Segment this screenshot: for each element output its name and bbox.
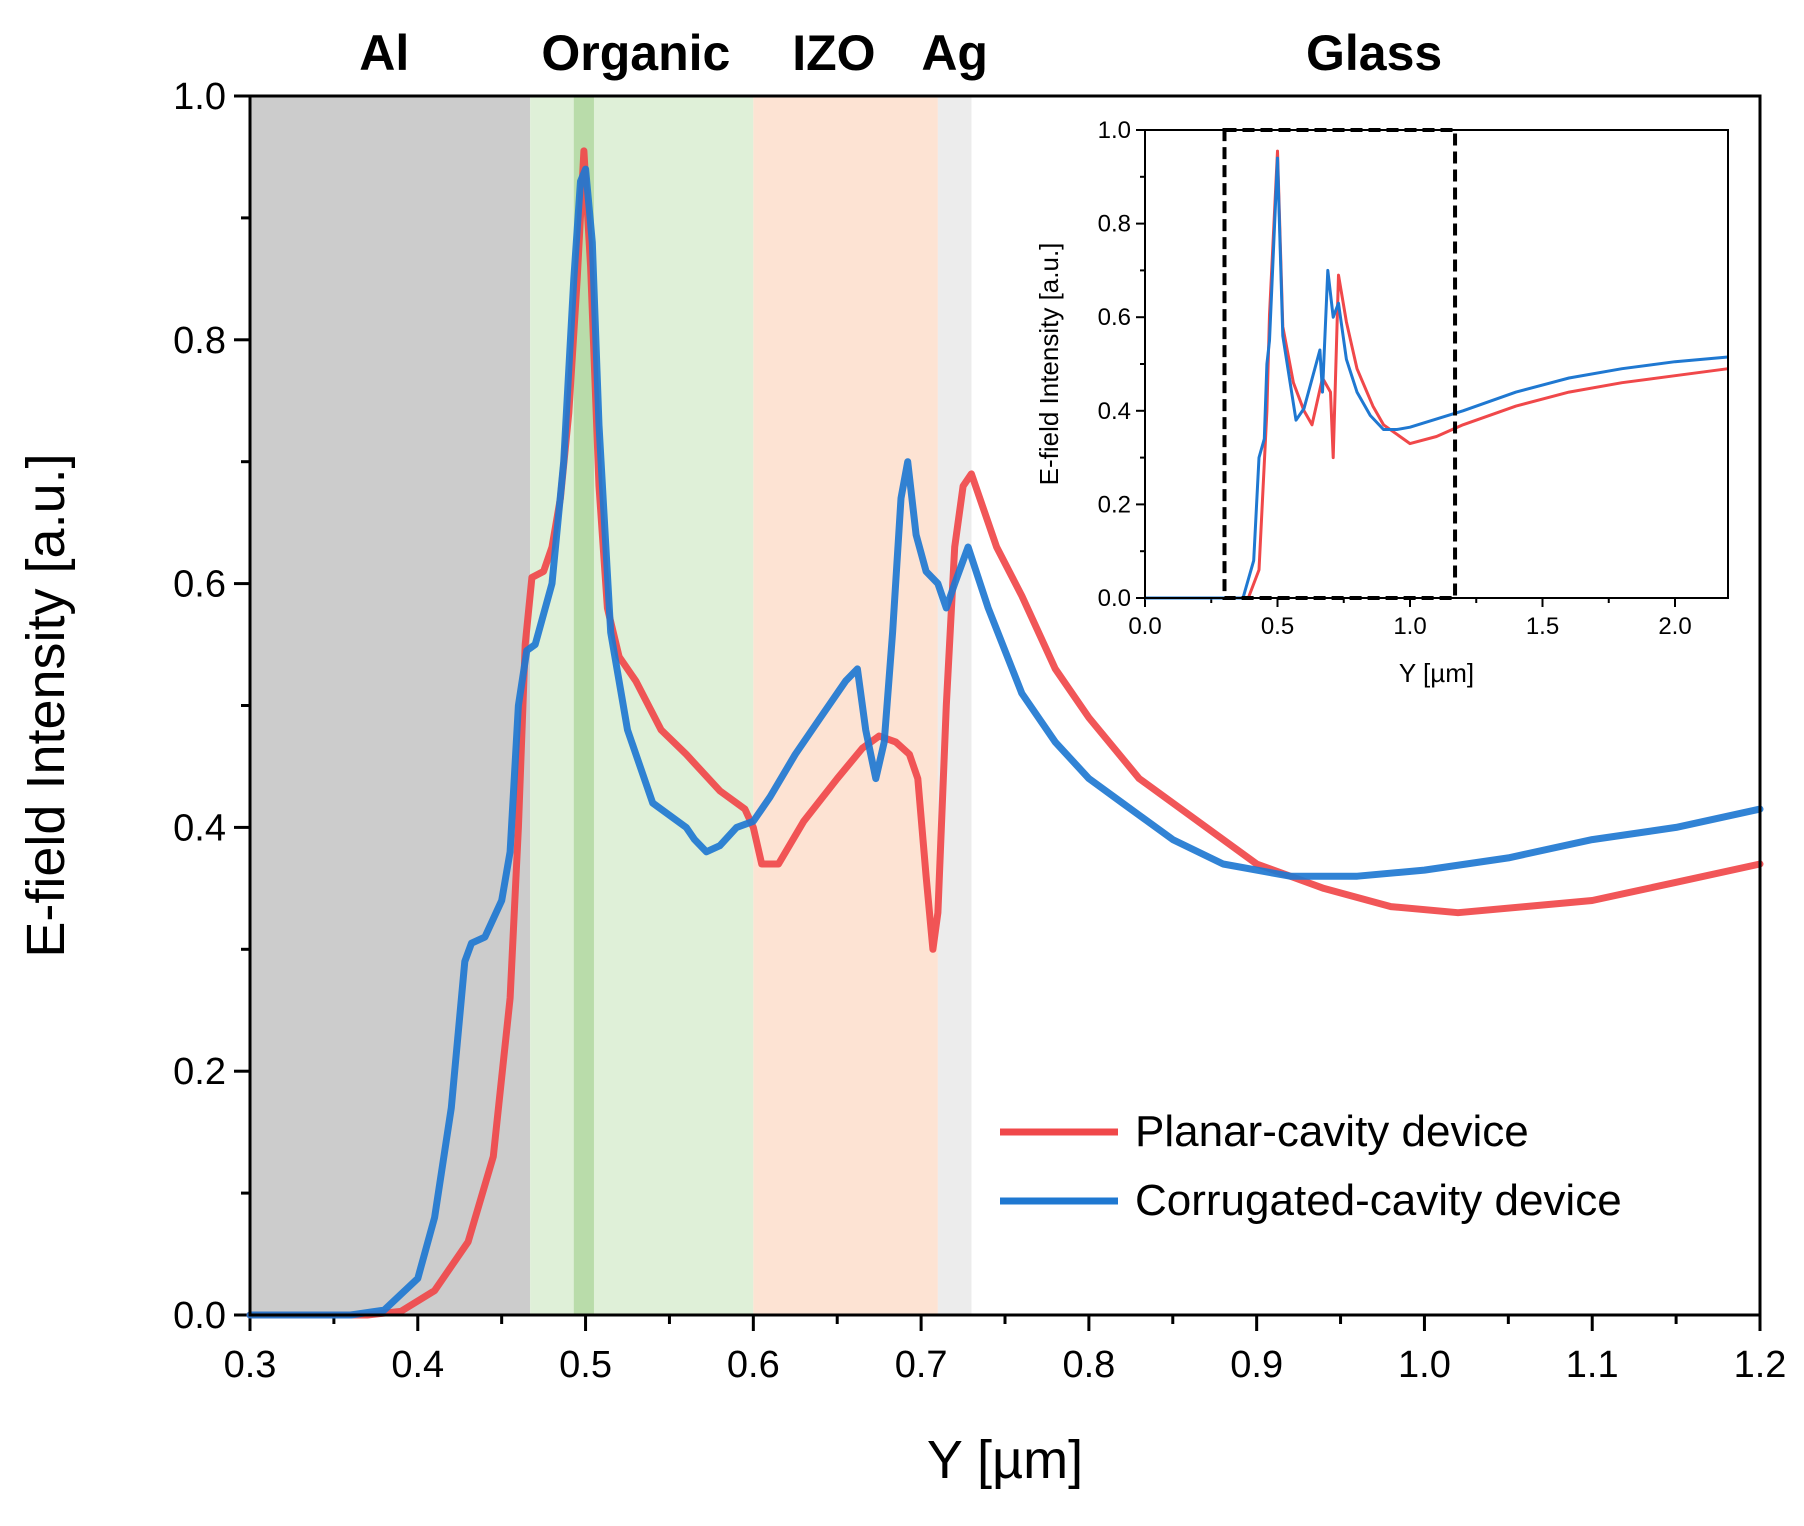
region-band-al bbox=[250, 96, 531, 1315]
inset-x-tick-label: 1.5 bbox=[1526, 613, 1559, 640]
region-label-organic: Organic bbox=[541, 25, 730, 81]
x-tick-label: 0.6 bbox=[727, 1344, 780, 1386]
y-tick-label: 0.6 bbox=[173, 564, 226, 606]
region-band-izo bbox=[753, 96, 938, 1315]
x-tick-label: 1.1 bbox=[1566, 1344, 1619, 1386]
inset-x-tick-label: 0.0 bbox=[1128, 613, 1161, 640]
series-line-planar-cavity bbox=[246, 147, 1764, 1319]
inset-y-tick-label: 1.0 bbox=[1098, 117, 1131, 144]
inset-x-tick-label: 0.5 bbox=[1261, 613, 1294, 640]
region-band-emission-zone bbox=[573, 96, 594, 1315]
x-tick-label: 0.3 bbox=[224, 1344, 277, 1386]
x-tick-label: 0.4 bbox=[391, 1344, 444, 1386]
plot-frame bbox=[248, 94, 1762, 1317]
inset-x-axis-title: Y [µm] bbox=[1399, 658, 1474, 688]
x-tick-label: 0.7 bbox=[895, 1344, 948, 1386]
region-label-izo: IZO bbox=[792, 25, 875, 81]
inset-x-tick-label: 2.0 bbox=[1658, 613, 1691, 640]
series-line-corrugated-cavity bbox=[246, 165, 1764, 1319]
inset-y-tick-label: 0.4 bbox=[1098, 398, 1131, 425]
legend-label-planar: Planar-cavity device bbox=[1135, 1107, 1529, 1156]
x-axis-title: Y [µm] bbox=[927, 1430, 1083, 1490]
x-tick-label: 1.2 bbox=[1734, 1344, 1787, 1386]
region-label-al: Al bbox=[359, 25, 409, 81]
inset-y-axis-title: E-field Intensity [a.u.] bbox=[1034, 243, 1064, 486]
x-tick-label: 1.0 bbox=[1398, 1344, 1451, 1386]
inset-y-tick-label: 0.0 bbox=[1098, 585, 1131, 612]
region-band-organic bbox=[530, 96, 754, 1315]
region-label-ag: Ag bbox=[921, 25, 988, 81]
x-tick-label: 0.8 bbox=[1062, 1344, 1115, 1386]
legend-label-corrugated: Corrugated-cavity device bbox=[1135, 1176, 1622, 1225]
inset-y-tick-label: 0.6 bbox=[1098, 304, 1131, 331]
region-label-glass: Glass bbox=[1306, 25, 1442, 81]
x-tick-label: 0.5 bbox=[559, 1344, 612, 1386]
inset-x-tick-label: 1.0 bbox=[1393, 613, 1426, 640]
y-axis-title: E-field Intensity [a.u.] bbox=[16, 453, 76, 957]
inset-y-tick-label: 0.8 bbox=[1098, 211, 1131, 238]
inset-y-tick-label: 0.2 bbox=[1098, 491, 1131, 518]
inset-series-line-corrugated-cavity bbox=[1145, 156, 1729, 600]
x-tick-label: 0.9 bbox=[1230, 1344, 1283, 1386]
y-tick-label: 0.8 bbox=[173, 320, 226, 362]
y-tick-label: 1.0 bbox=[173, 76, 226, 118]
inset-background bbox=[1145, 130, 1728, 598]
y-tick-label: 0.2 bbox=[173, 1051, 226, 1093]
y-tick-label: 0.4 bbox=[173, 807, 226, 849]
inset-zoom-box bbox=[1222, 128, 1458, 600]
inset-frame bbox=[1144, 129, 1729, 599]
y-tick-label: 0.0 bbox=[173, 1295, 226, 1337]
